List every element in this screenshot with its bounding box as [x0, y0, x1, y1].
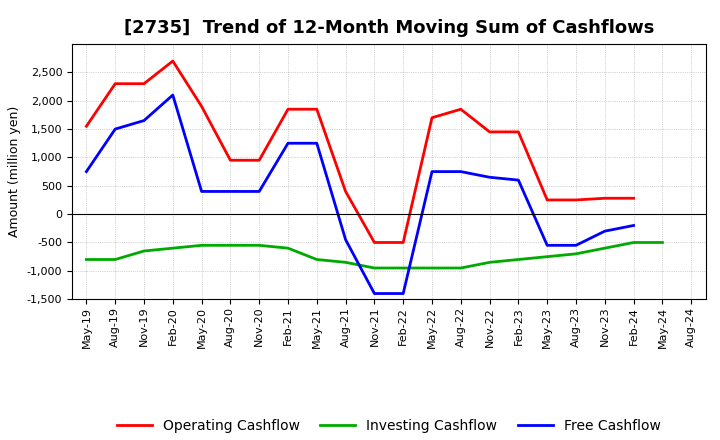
Operating Cashflow: [255, 158, 264, 163]
Investing Cashflow: [485, 260, 494, 265]
Line: Operating Cashflow: Operating Cashflow: [86, 61, 634, 242]
Operating Cashflow: [456, 106, 465, 112]
Investing Cashflow: [456, 265, 465, 271]
Operating Cashflow: [485, 129, 494, 135]
Operating Cashflow: [312, 106, 321, 112]
Investing Cashflow: [226, 243, 235, 248]
Free Cashflow: [629, 223, 638, 228]
Free Cashflow: [514, 177, 523, 183]
Free Cashflow: [341, 237, 350, 242]
Operating Cashflow: [428, 115, 436, 121]
Legend: Operating Cashflow, Investing Cashflow, Free Cashflow: Operating Cashflow, Investing Cashflow, …: [111, 413, 667, 438]
Operating Cashflow: [514, 129, 523, 135]
Investing Cashflow: [255, 243, 264, 248]
Operating Cashflow: [197, 104, 206, 109]
Investing Cashflow: [629, 240, 638, 245]
Y-axis label: Amount (million yen): Amount (million yen): [8, 106, 21, 237]
Investing Cashflow: [341, 260, 350, 265]
Free Cashflow: [168, 92, 177, 98]
Operating Cashflow: [370, 240, 379, 245]
Investing Cashflow: [82, 257, 91, 262]
Free Cashflow: [370, 291, 379, 296]
Free Cashflow: [399, 291, 408, 296]
Free Cashflow: [543, 243, 552, 248]
Investing Cashflow: [428, 265, 436, 271]
Investing Cashflow: [140, 248, 148, 253]
Operating Cashflow: [600, 196, 609, 201]
Title: [2735]  Trend of 12-Month Moving Sum of Cashflows: [2735] Trend of 12-Month Moving Sum of C…: [124, 19, 654, 37]
Operating Cashflow: [572, 197, 580, 202]
Free Cashflow: [600, 228, 609, 234]
Investing Cashflow: [543, 254, 552, 259]
Free Cashflow: [255, 189, 264, 194]
Investing Cashflow: [370, 265, 379, 271]
Operating Cashflow: [111, 81, 120, 86]
Operating Cashflow: [226, 158, 235, 163]
Investing Cashflow: [399, 265, 408, 271]
Line: Investing Cashflow: Investing Cashflow: [86, 242, 662, 268]
Free Cashflow: [226, 189, 235, 194]
Investing Cashflow: [197, 243, 206, 248]
Free Cashflow: [312, 141, 321, 146]
Investing Cashflow: [284, 246, 292, 251]
Investing Cashflow: [600, 246, 609, 251]
Free Cashflow: [428, 169, 436, 174]
Free Cashflow: [572, 243, 580, 248]
Free Cashflow: [140, 118, 148, 123]
Free Cashflow: [82, 169, 91, 174]
Operating Cashflow: [140, 81, 148, 86]
Free Cashflow: [485, 175, 494, 180]
Free Cashflow: [456, 169, 465, 174]
Investing Cashflow: [658, 240, 667, 245]
Free Cashflow: [284, 141, 292, 146]
Operating Cashflow: [399, 240, 408, 245]
Investing Cashflow: [168, 246, 177, 251]
Operating Cashflow: [629, 196, 638, 201]
Investing Cashflow: [572, 251, 580, 257]
Investing Cashflow: [312, 257, 321, 262]
Free Cashflow: [111, 126, 120, 132]
Operating Cashflow: [543, 197, 552, 202]
Operating Cashflow: [82, 124, 91, 129]
Investing Cashflow: [514, 257, 523, 262]
Line: Free Cashflow: Free Cashflow: [86, 95, 634, 293]
Investing Cashflow: [111, 257, 120, 262]
Free Cashflow: [197, 189, 206, 194]
Operating Cashflow: [284, 106, 292, 112]
Operating Cashflow: [168, 59, 177, 64]
Operating Cashflow: [341, 189, 350, 194]
